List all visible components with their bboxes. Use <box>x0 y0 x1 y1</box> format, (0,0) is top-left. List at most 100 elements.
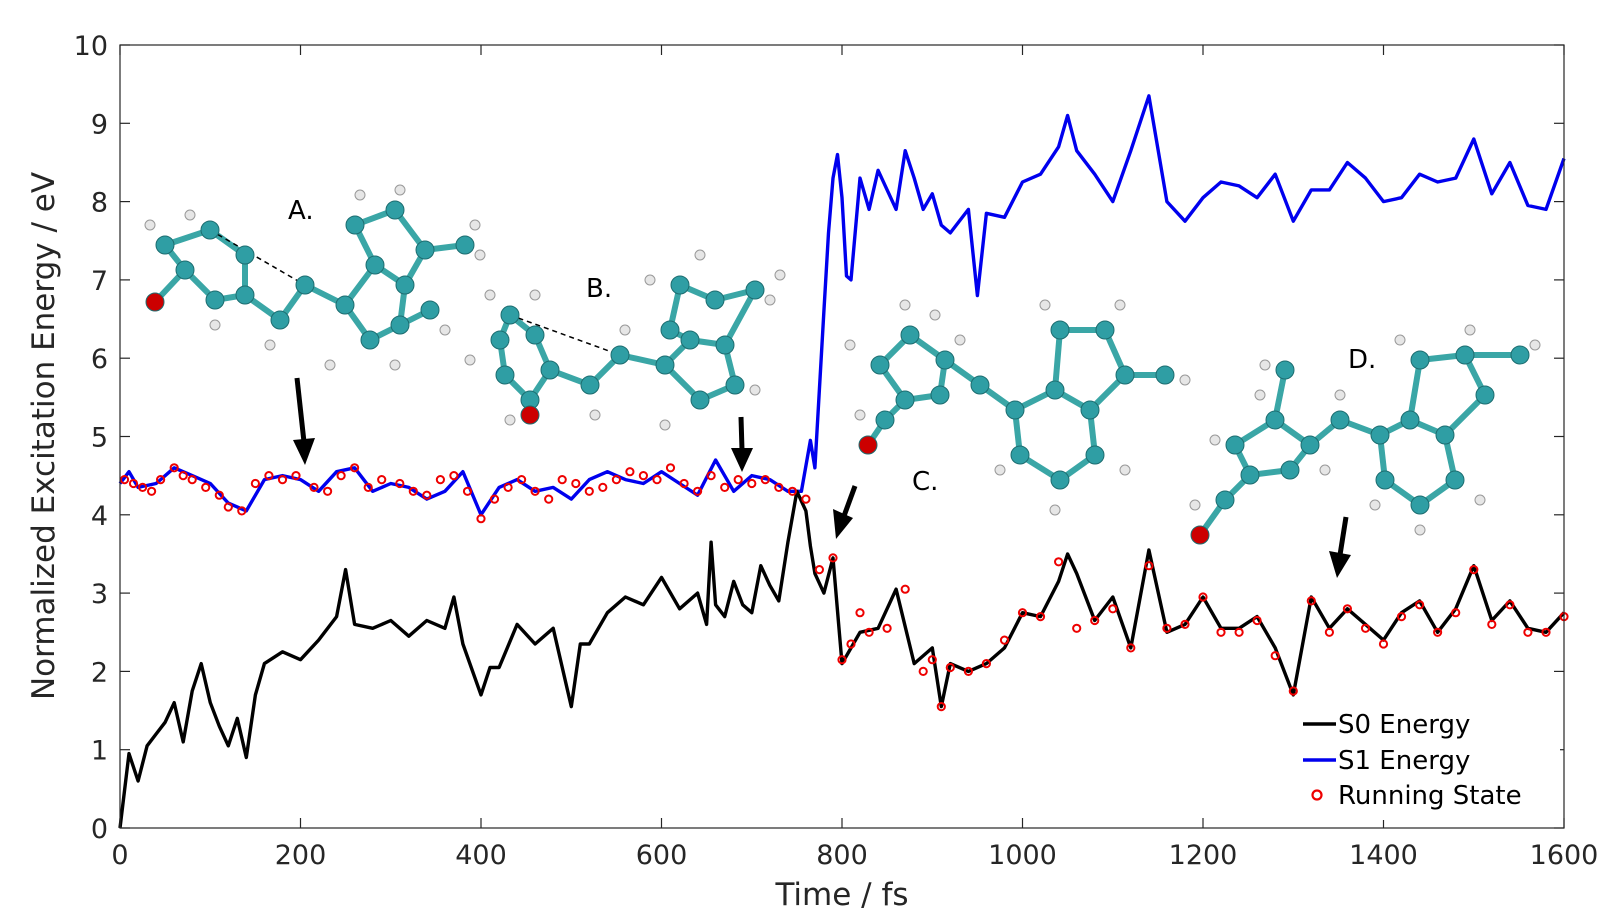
molecule-carbon-atom <box>875 410 895 430</box>
molecule-carbon-atom <box>1155 365 1175 385</box>
running-state-marker <box>408 486 418 496</box>
running-state-marker <box>927 655 937 665</box>
arrow-c <box>833 485 858 539</box>
running-state-marker <box>999 635 1010 645</box>
running-state-marker <box>1288 686 1298 696</box>
running-state-marker <box>665 463 676 473</box>
molecule-carbon-atom <box>235 285 255 305</box>
annotation-label-b: B. <box>586 274 612 304</box>
molecule-oxygen-atom <box>1190 525 1210 545</box>
running-state-marker <box>377 475 387 485</box>
running-state-marker <box>395 478 405 489</box>
molecule-hydrogen-atom <box>1474 494 1486 506</box>
running-state-marker <box>774 482 784 492</box>
running-state-marker <box>147 486 157 496</box>
molecule-carbon-atom <box>900 325 920 345</box>
molecule-carbon-atom <box>1215 490 1235 510</box>
molecule-hydrogen-atom <box>209 319 221 331</box>
running-state-marker <box>1306 596 1316 606</box>
molecule-hydrogen-atom <box>1369 499 1381 511</box>
molecule-carbon-atom <box>610 345 630 365</box>
running-state-marker <box>517 475 527 485</box>
running-state-marker <box>1162 623 1172 633</box>
annotation-label-c: C. <box>912 467 938 497</box>
running-state-marker <box>1216 627 1226 637</box>
molecule-carbon-atom <box>1330 410 1350 430</box>
molecule-carbon-atom <box>745 280 765 300</box>
molecule-hydrogen-atom <box>1414 524 1426 536</box>
running-state-marker <box>323 486 333 496</box>
molecule-carbon-atom <box>690 390 710 410</box>
running-state-marker <box>584 486 594 496</box>
molecule-carbon-atom <box>345 215 365 235</box>
x-tick-label: 1600 <box>1530 840 1599 871</box>
running-state-marker <box>214 490 224 500</box>
running-state-marker <box>169 463 179 473</box>
molecule-hydrogen-atom <box>899 299 911 311</box>
running-state-marker <box>1054 557 1064 567</box>
series-line-s1-energy <box>118 94 1566 517</box>
molecule-carbon-atom <box>1280 460 1300 480</box>
running-state-marker <box>1324 627 1335 637</box>
running-state-marker <box>544 494 554 504</box>
molecule-carbon-atom <box>205 290 225 310</box>
running-state-marker <box>1144 561 1154 571</box>
running-state-marker <box>530 486 540 496</box>
molecule-carbon-atom <box>420 300 440 320</box>
molecule-hydrogen-atom <box>1464 324 1476 336</box>
molecule-carbon-atom <box>235 245 255 265</box>
running-state-marker <box>828 553 838 563</box>
molecule-hydrogen-atom <box>1319 464 1331 476</box>
molecule-carbon-atom <box>1010 445 1030 465</box>
molecule-carbon-atom <box>1265 410 1285 430</box>
molecule-carbon-atom <box>525 325 545 345</box>
legend-label-s0: S0 Energy <box>1338 710 1470 740</box>
running-state-marker <box>733 475 743 485</box>
molecule-bond <box>209 229 306 286</box>
molecule-carbon-atom <box>1410 495 1430 515</box>
y-tick-label: 10 <box>74 31 108 62</box>
molecule-hydrogen-atom <box>464 354 476 366</box>
running-state-marker <box>156 475 166 485</box>
running-state-marker <box>1198 592 1208 602</box>
running-state-marker <box>936 702 946 712</box>
molecule-hydrogen-atom <box>644 274 656 286</box>
molecule-carbon-atom <box>1510 345 1530 365</box>
annotation-label-d: D. <box>1348 345 1376 375</box>
molecule-carbon-atom <box>1085 445 1105 465</box>
running-state-marker <box>571 478 581 489</box>
running-state-marker <box>1072 623 1082 633</box>
molecule-hydrogen-atom <box>474 249 486 261</box>
y-tick-label: 8 <box>91 188 108 219</box>
molecule-hydrogen-atom <box>324 359 336 371</box>
molecule-hydrogen-atom <box>929 309 941 321</box>
molecule-carbon-atom <box>295 275 315 295</box>
running-state-marker <box>309 482 319 492</box>
running-state-marker <box>652 475 662 485</box>
molecule-carbon-atom <box>360 330 380 350</box>
molecule-carbon-atom <box>725 375 745 395</box>
molecule-carbon-atom <box>715 335 735 355</box>
molecule-carbon-atom <box>415 240 435 260</box>
molecule-carbon-atom <box>500 305 520 325</box>
running-state-marker <box>787 486 798 496</box>
molecule-bond <box>722 288 758 347</box>
molecule-oxygen-atom <box>520 405 540 425</box>
running-state-marker <box>1469 565 1479 575</box>
molecule-carbon-atom <box>1240 465 1260 485</box>
running-state-marker <box>598 482 608 492</box>
running-state-marker <box>945 662 955 673</box>
running-state-marker <box>1523 627 1533 637</box>
running-state-marker <box>1035 612 1046 622</box>
molecule-hydrogen-atom <box>1334 389 1346 401</box>
y-tick-label: 3 <box>91 579 108 610</box>
running-state-marker <box>489 494 500 504</box>
y-tick-label: 7 <box>91 266 108 297</box>
molecule-carbon-atom <box>1300 435 1320 455</box>
running-state-marker <box>1342 604 1353 614</box>
molecule-illustration-b <box>464 249 786 431</box>
molecule-carbon-atom <box>365 255 385 275</box>
running-state-marker <box>1126 643 1136 653</box>
y-axis-label: Normalized Excitation Energy / eV <box>26 172 62 700</box>
running-state-marker <box>363 482 373 492</box>
